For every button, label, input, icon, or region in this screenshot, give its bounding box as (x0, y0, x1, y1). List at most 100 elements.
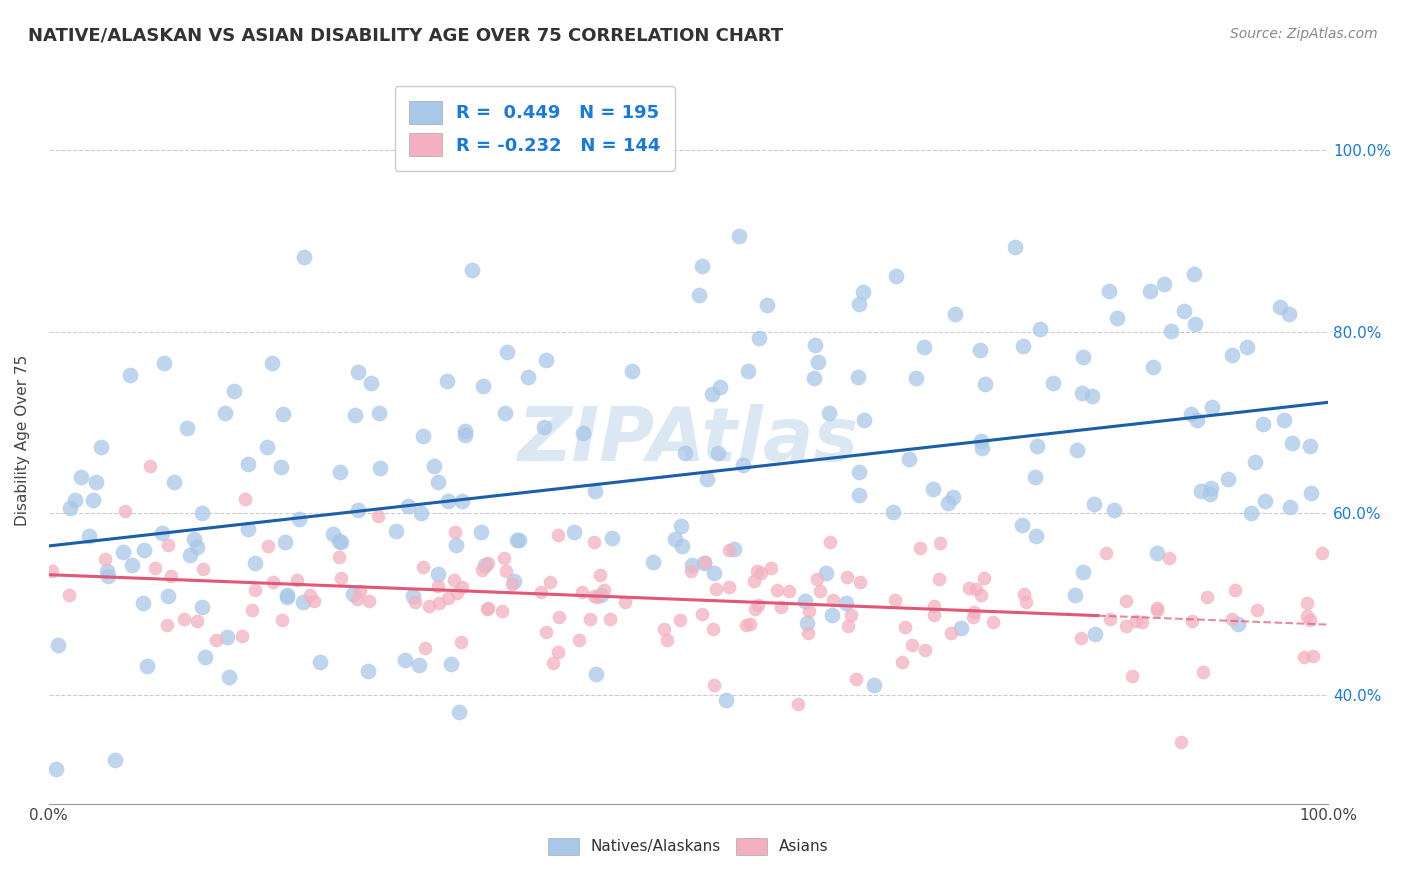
Point (238, 522, 260, 536)
Point (943, 307, 966, 321)
Point (494, 551, 516, 566)
Point (548, 610, 571, 624)
Point (1084, 626, 1107, 640)
Point (451, 494, 474, 508)
Point (742, 574, 765, 589)
Point (547, 645, 569, 659)
Point (1296, 596, 1319, 610)
Point (46, 638, 69, 652)
Point (121, 558, 143, 572)
Point (914, 642, 936, 657)
Point (974, 376, 997, 391)
Point (1227, 616, 1250, 631)
Point (562, 525, 585, 540)
Point (270, 460, 292, 475)
Point (744, 602, 766, 616)
Point (470, 524, 492, 539)
Point (134, 543, 156, 558)
Point (599, 612, 621, 626)
Point (1296, 608, 1319, 623)
Point (59, 500, 82, 515)
Point (1029, 322, 1052, 336)
Text: ZIPAtlas: ZIPAtlas (517, 404, 859, 477)
Point (600, 531, 623, 545)
Point (671, 539, 693, 553)
Point (817, 406, 839, 420)
Point (477, 602, 499, 616)
Point (132, 596, 155, 610)
Point (1236, 340, 1258, 354)
Point (224, 384, 246, 399)
Legend: R =  0.449   N = 195, R = -0.232   N = 144: R = 0.449 N = 195, R = -0.232 N = 144 (395, 87, 675, 170)
Point (408, 658, 430, 673)
Point (274, 535, 297, 549)
Point (342, 586, 364, 600)
Point (939, 626, 962, 640)
Point (394, 652, 416, 666)
Point (1185, 413, 1208, 427)
Point (1298, 613, 1320, 627)
Point (787, 697, 810, 711)
Point (808, 583, 831, 598)
Point (160, 569, 183, 583)
Point (330, 535, 353, 549)
Point (745, 564, 768, 578)
Point (443, 573, 465, 587)
Point (1218, 471, 1240, 485)
Point (322, 526, 344, 541)
Point (807, 355, 830, 369)
Point (718, 580, 741, 594)
Point (426, 579, 449, 593)
Point (444, 538, 467, 552)
Point (1278, 307, 1301, 321)
Point (1301, 486, 1323, 500)
Point (1146, 601, 1168, 615)
Point (41, 564, 63, 578)
Point (793, 593, 815, 607)
Point (737, 364, 759, 378)
Point (449, 706, 471, 720)
Point (921, 482, 943, 496)
Point (1157, 550, 1180, 565)
Point (1071, 566, 1094, 580)
Point (890, 655, 912, 669)
Point (839, 607, 862, 622)
Point (690, 607, 713, 621)
Point (799, 604, 821, 618)
Point (709, 380, 731, 394)
Point (703, 566, 725, 580)
Point (191, 506, 214, 520)
Point (582, 534, 605, 549)
Point (848, 488, 870, 502)
Point (886, 268, 908, 283)
Point (291, 595, 314, 609)
Point (1199, 487, 1222, 501)
Point (477, 556, 499, 570)
Point (912, 341, 935, 355)
Point (292, 250, 315, 264)
Point (796, 615, 818, 630)
Point (454, 428, 477, 442)
Point (1272, 413, 1295, 427)
Point (759, 561, 782, 575)
Point (495, 564, 517, 578)
Point (112, 545, 135, 559)
Point (477, 600, 499, 615)
Point (256, 539, 278, 553)
Point (183, 533, 205, 547)
Point (262, 575, 284, 590)
Point (693, 556, 716, 570)
Point (273, 408, 295, 422)
Point (120, 368, 142, 383)
Point (450, 635, 472, 649)
Point (1302, 648, 1324, 663)
Point (506, 533, 529, 548)
Point (942, 491, 965, 505)
Point (716, 693, 738, 707)
Point (1299, 439, 1322, 453)
Point (894, 620, 917, 634)
Point (77, 529, 100, 543)
Point (329, 465, 352, 479)
Point (696, 471, 718, 485)
Point (233, 491, 256, 506)
